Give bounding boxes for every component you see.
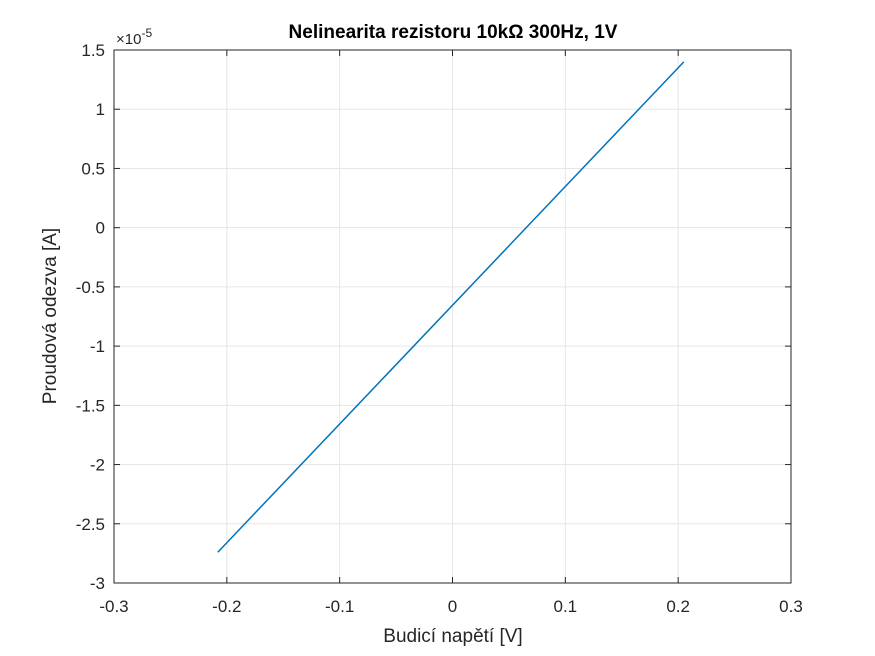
y-tick-label: 1.5 xyxy=(81,41,105,60)
y-tick-label: -1 xyxy=(90,337,105,356)
x-tick-label: 0.1 xyxy=(554,597,578,616)
axis-ticks xyxy=(113,49,792,584)
chart-title: Nelinearita rezistoru 10kΩ 300Hz, 1V xyxy=(289,22,618,43)
y-exponent-label: ×10-5 xyxy=(116,26,152,48)
x-axis-label: Budicí napětí [V] xyxy=(383,626,522,647)
y-tick-labels: -3 -2.5 -2 -1.5 -1 -0.5 0 0.5 1 1.5 xyxy=(76,41,105,593)
y-tick-label: 1 xyxy=(96,100,105,119)
x-tick-label: 0.3 xyxy=(779,597,803,616)
x-tick-label: 0 xyxy=(448,597,457,616)
y-tick-label: -3 xyxy=(90,574,105,593)
y-axis-label: Proudová odezva [A] xyxy=(40,228,61,404)
data-series xyxy=(217,61,685,553)
x-tick-label: -0.1 xyxy=(325,597,354,616)
y-tick-label: -2.5 xyxy=(76,515,105,534)
y-tick-label: -1.5 xyxy=(76,396,105,415)
y-tick-label: -2 xyxy=(90,456,105,475)
x-tick-label: -0.2 xyxy=(212,597,241,616)
y-tick-label: 0 xyxy=(96,219,105,238)
y-tick-label: -0.5 xyxy=(76,278,105,297)
x-tick-label: 0.2 xyxy=(666,597,690,616)
x-tick-label: -0.3 xyxy=(99,597,128,616)
x-tick-labels: -0.3 -0.2 -0.1 0 0.1 0.2 0.3 xyxy=(99,597,802,616)
y-tick-label: 0.5 xyxy=(81,159,105,178)
series-line xyxy=(217,61,685,553)
